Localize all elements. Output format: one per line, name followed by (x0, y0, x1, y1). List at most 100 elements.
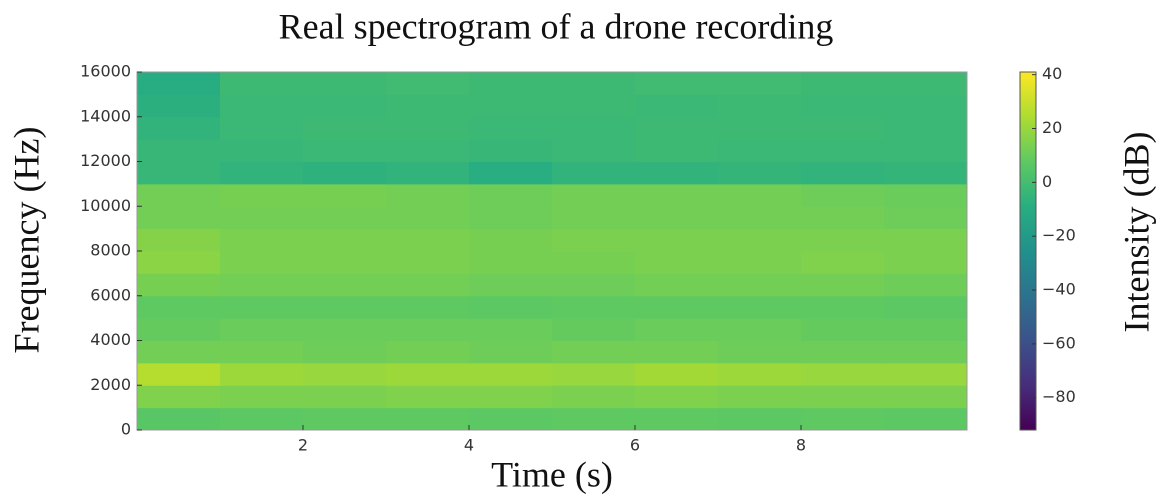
heatmap-cell (552, 251, 636, 274)
heatmap-cell (386, 273, 470, 297)
colorbar-tick-label: −40 (1042, 280, 1076, 299)
heatmap-cell (635, 362, 719, 386)
heatmap-cell (552, 385, 636, 409)
heatmap-cell (303, 385, 387, 409)
y-tick-label: 6000 (90, 285, 131, 304)
y-tick-label: 2000 (90, 375, 131, 394)
heatmap-cell (635, 251, 719, 274)
colorbar-tick-label: −80 (1042, 387, 1076, 406)
heatmap-cell (718, 318, 802, 341)
heatmap-cell (469, 407, 553, 430)
heatmap-cell (137, 385, 221, 409)
x-axis-label: Time (s) (491, 454, 613, 494)
heatmap-cell (801, 251, 885, 274)
heatmap-cell (303, 183, 387, 207)
heatmap-cell (137, 161, 221, 185)
heatmap-cell (386, 228, 470, 252)
heatmap-cell (303, 407, 387, 430)
heatmap-cell (303, 94, 387, 118)
heatmap-cell (718, 206, 802, 230)
heatmap-cell (718, 228, 802, 252)
colorbar-label: Intensity (dB) (1116, 132, 1156, 333)
heatmap-cell (469, 183, 553, 207)
heatmap-cell (718, 295, 802, 319)
heatmap-cell (386, 318, 470, 341)
heatmap-cell (469, 318, 553, 341)
heatmap-cell (552, 273, 636, 297)
heatmap-cell (884, 362, 967, 386)
heatmap-cell (303, 273, 387, 297)
heatmap-cell (635, 139, 719, 162)
heatmap-cell (884, 161, 967, 185)
colorbar-tick-label: 0 (1042, 172, 1052, 191)
heatmap-cell (884, 183, 967, 207)
heatmap-cell (801, 72, 885, 95)
heatmap-cell (718, 251, 802, 274)
heatmap-cell (137, 273, 221, 297)
heatmap-cell (801, 139, 885, 162)
heatmap-cell (137, 251, 221, 274)
heatmap-cell (884, 407, 967, 430)
heatmap-cell (137, 139, 221, 162)
heatmap-cell (137, 228, 221, 252)
heatmap-cell (635, 273, 719, 297)
heatmap-cell (220, 72, 304, 95)
heatmap-cell (552, 206, 636, 230)
heatmap-cell (386, 139, 470, 162)
heatmap-cell (635, 318, 719, 341)
heatmap-cell (552, 362, 636, 386)
heatmap-cell (801, 362, 885, 386)
heatmap-cell (552, 183, 636, 207)
heatmap-cell (718, 94, 802, 118)
heatmap-cell (635, 228, 719, 252)
heatmap-cell (303, 340, 387, 364)
heatmap-cell (635, 385, 719, 409)
colorbar-tick-label: −60 (1042, 333, 1076, 352)
heatmap-cell (303, 72, 387, 95)
heatmap-cell (801, 206, 885, 230)
heatmap-cell (635, 72, 719, 95)
heatmap-cell (303, 295, 387, 319)
heatmap-cell (303, 251, 387, 274)
heatmap-cell (137, 362, 221, 386)
heatmap-cell (801, 295, 885, 319)
heatmap-cell (718, 273, 802, 297)
heatmap-cell (884, 94, 967, 118)
x-tick-label: 8 (796, 436, 806, 455)
heatmap-cell (884, 116, 967, 140)
colorbar (1019, 71, 1037, 431)
heatmap-cell (220, 228, 304, 252)
heatmap-cell (635, 407, 719, 430)
heatmap-cell (635, 340, 719, 364)
heatmap-cell (386, 161, 470, 185)
heatmap-cell (220, 183, 304, 207)
heatmap-cell (801, 273, 885, 297)
heatmap-cell (137, 116, 221, 140)
x-tick-label: 4 (464, 436, 474, 455)
heatmap-cell (801, 385, 885, 409)
heatmap-cell (137, 295, 221, 319)
heatmap-cell (220, 407, 304, 430)
heatmap-cell (137, 72, 221, 95)
heatmap-cell (718, 139, 802, 162)
heatmap-cell (386, 407, 470, 430)
y-tick-label: 12000 (80, 151, 131, 170)
heatmap-cell (220, 206, 304, 230)
heatmap-cell (386, 72, 470, 95)
heatmap-cell (386, 94, 470, 118)
heatmap-cell (552, 295, 636, 319)
heatmap-cell (303, 139, 387, 162)
heatmap-cell (635, 183, 719, 207)
heatmap-cell (469, 385, 553, 409)
heatmap-cell (552, 161, 636, 185)
heatmap-cell (386, 385, 470, 409)
heatmap-cell (801, 161, 885, 185)
heatmap-cell (884, 139, 967, 162)
heatmap-cell (635, 206, 719, 230)
heatmap-cell (801, 318, 885, 341)
heatmap-cell (220, 139, 304, 162)
heatmap-cell (718, 183, 802, 207)
heatmap-cell (884, 273, 967, 297)
